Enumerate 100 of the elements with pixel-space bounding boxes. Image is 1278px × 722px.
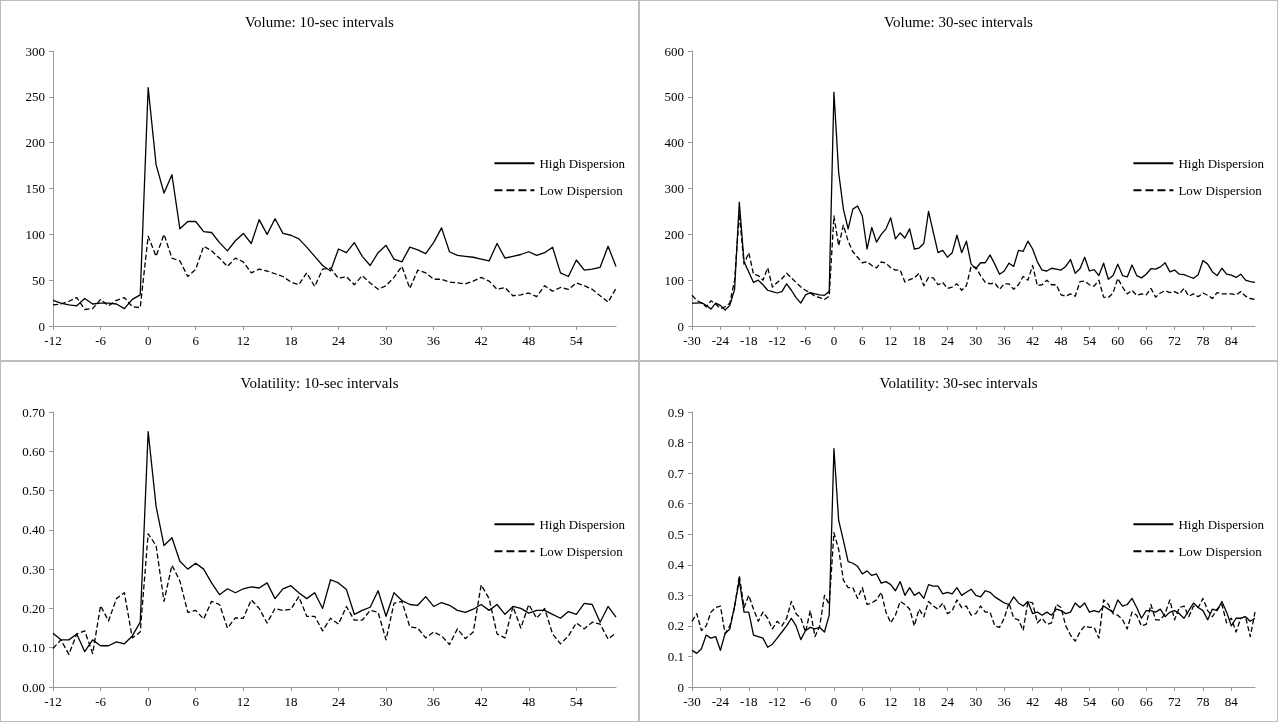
y-tick-label: 150 bbox=[25, 181, 45, 196]
x-tick-label: 24 bbox=[940, 694, 955, 709]
x-tick-label: 54 bbox=[1082, 694, 1097, 709]
x-tick-label: 0 bbox=[144, 694, 152, 709]
y-tick-label: 50 bbox=[32, 272, 45, 288]
x-tick-label: 54 bbox=[569, 333, 584, 348]
x-tick-label: 18 bbox=[284, 694, 298, 709]
x-tick-label: 12 bbox=[236, 694, 250, 709]
y-tick-label: 0.7 bbox=[667, 465, 685, 481]
x-tick-label: 6 bbox=[192, 333, 200, 348]
legend-label: High Dispersion bbox=[1178, 155, 1265, 171]
y-tick-label: 200 bbox=[664, 226, 684, 242]
x-tick-label: -12 bbox=[44, 333, 62, 348]
x-tick-label: 12 bbox=[884, 694, 898, 709]
x-tick-label: 24 bbox=[331, 333, 346, 348]
y-tick-label: 0.8 bbox=[667, 435, 684, 451]
y-tick-label: 300 bbox=[25, 43, 45, 59]
x-tick-label: 0 bbox=[144, 333, 152, 348]
x-tick-label: 36 bbox=[427, 333, 441, 348]
x-tick-label: 84 bbox=[1224, 694, 1239, 709]
y-tick-label: 400 bbox=[664, 135, 684, 151]
x-tick-label: 30 bbox=[969, 694, 983, 709]
legend-label: Low Dispersion bbox=[539, 543, 624, 559]
x-tick-label: 84 bbox=[1224, 333, 1239, 348]
chart-title: Volume: 30-sec intervals bbox=[884, 13, 1034, 30]
y-tick-label: 0 bbox=[677, 679, 684, 695]
x-tick-label: -6 bbox=[95, 333, 107, 348]
y-tick-label: 0.1 bbox=[667, 648, 684, 664]
x-tick-label: 66 bbox=[1139, 694, 1154, 709]
x-tick-label: 12 bbox=[236, 333, 250, 348]
y-tick-label: 600 bbox=[664, 43, 684, 59]
legend-label: High Dispersion bbox=[1178, 516, 1265, 532]
y-tick-label: 300 bbox=[664, 181, 684, 196]
x-tick-label: 78 bbox=[1196, 333, 1210, 348]
legend-label: High Dispersion bbox=[539, 516, 626, 532]
x-tick-label: 0 bbox=[830, 333, 838, 348]
x-tick-label: 42 bbox=[1026, 694, 1040, 709]
y-tick-label: 0.3 bbox=[667, 587, 684, 603]
y-tick-label: 500 bbox=[664, 89, 684, 105]
x-tick-label: 18 bbox=[912, 694, 926, 709]
legend-label: Low Dispersion bbox=[539, 182, 624, 198]
y-tick-label: 100 bbox=[25, 226, 45, 242]
x-tick-label: 30 bbox=[379, 333, 393, 348]
x-tick-label: -6 bbox=[800, 333, 812, 348]
y-tick-label: 0 bbox=[677, 318, 684, 334]
y-tick-label: 0.50 bbox=[22, 483, 45, 499]
x-tick-label: 72 bbox=[1168, 333, 1182, 348]
y-tick-label: 0.5 bbox=[667, 526, 684, 542]
x-tick-label: 60 bbox=[1111, 694, 1125, 709]
y-tick-label: 0.4 bbox=[667, 557, 685, 573]
x-tick-label: -12 bbox=[768, 694, 786, 709]
x-tick-label: 18 bbox=[284, 333, 298, 348]
chart-title: Volume: 10-sec intervals bbox=[245, 13, 395, 30]
y-tick-label: 0.60 bbox=[22, 443, 45, 459]
x-tick-label: 18 bbox=[912, 333, 926, 348]
chart-title: Volatility: 30-sec intervals bbox=[879, 374, 1038, 391]
x-tick-label: 66 bbox=[1139, 333, 1154, 348]
x-tick-label: -30 bbox=[683, 694, 701, 709]
x-tick-label: -12 bbox=[44, 694, 62, 709]
x-tick-label: 48 bbox=[1054, 333, 1068, 348]
x-tick-label: 48 bbox=[522, 694, 536, 709]
x-tick-label: 30 bbox=[379, 694, 393, 709]
legend-label: Low Dispersion bbox=[1178, 182, 1263, 198]
y-tick-label: 200 bbox=[25, 135, 45, 151]
x-tick-label: 36 bbox=[997, 694, 1012, 709]
x-tick-label: -30 bbox=[683, 333, 701, 348]
y-tick-label: 0.2 bbox=[667, 618, 684, 634]
x-tick-label: 72 bbox=[1168, 694, 1182, 709]
x-tick-label: 54 bbox=[1082, 333, 1097, 348]
chart-title: Volatility: 10-sec intervals bbox=[240, 374, 399, 391]
x-tick-label: 48 bbox=[1054, 694, 1068, 709]
y-tick-label: 100 bbox=[664, 272, 684, 288]
x-tick-label: -12 bbox=[768, 333, 786, 348]
y-tick-label: 0.6 bbox=[667, 496, 685, 512]
x-tick-label: -18 bbox=[740, 333, 758, 348]
y-tick-label: 0.30 bbox=[22, 561, 45, 577]
x-tick-label: 6 bbox=[192, 694, 200, 709]
x-tick-label: -24 bbox=[711, 333, 730, 348]
x-tick-label: 24 bbox=[940, 333, 955, 348]
x-tick-label: 60 bbox=[1111, 333, 1125, 348]
y-tick-label: 0.00 bbox=[22, 679, 45, 695]
x-tick-label: 42 bbox=[474, 333, 488, 348]
legend-label: High Dispersion bbox=[539, 155, 626, 171]
x-tick-label: 24 bbox=[331, 694, 346, 709]
x-tick-label: -18 bbox=[740, 694, 758, 709]
x-tick-label: 0 bbox=[830, 694, 838, 709]
x-tick-label: 54 bbox=[569, 694, 584, 709]
x-tick-label: 6 bbox=[859, 333, 867, 348]
x-tick-label: -6 bbox=[800, 694, 812, 709]
y-tick-label: 0.20 bbox=[22, 600, 45, 616]
x-tick-label: 36 bbox=[997, 333, 1012, 348]
x-tick-label: 12 bbox=[884, 333, 898, 348]
x-tick-label: 42 bbox=[1026, 333, 1040, 348]
x-tick-label: 36 bbox=[427, 694, 441, 709]
y-tick-label: 0 bbox=[38, 318, 45, 334]
legend-label: Low Dispersion bbox=[1178, 543, 1263, 559]
y-tick-label: 0.10 bbox=[22, 640, 45, 656]
x-tick-label: 30 bbox=[969, 333, 983, 348]
x-tick-label: -24 bbox=[711, 694, 730, 709]
y-tick-label: 0.40 bbox=[22, 522, 45, 538]
